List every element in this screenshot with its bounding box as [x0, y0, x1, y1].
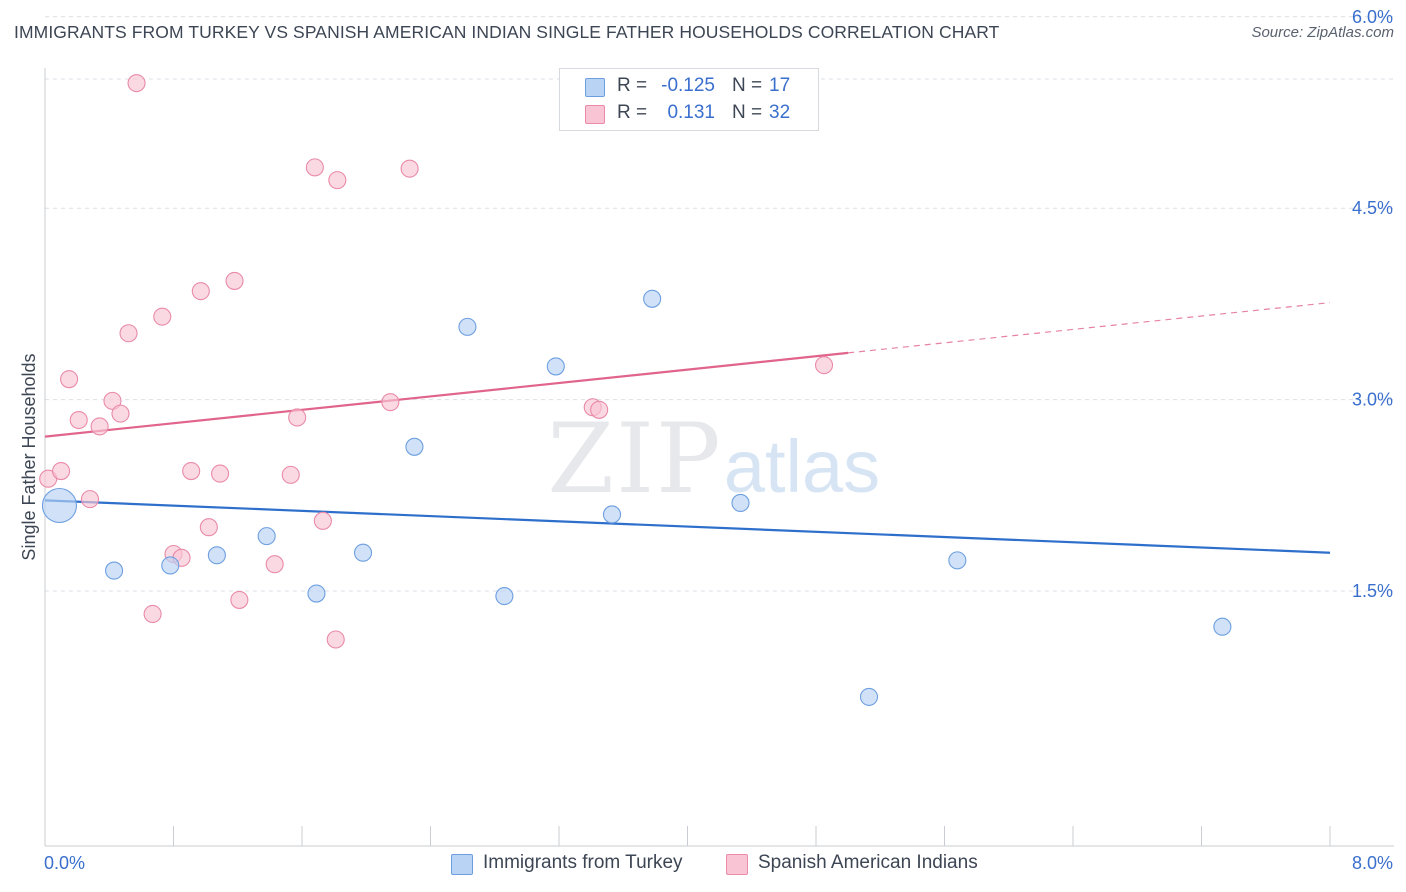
data-point-pink	[381, 393, 400, 412]
data-point-blue	[643, 289, 662, 308]
data-point-pink	[127, 74, 146, 93]
stats-row-turkey: R = -0.125 N = 17	[560, 74, 818, 100]
x-tick-label: 8.0%	[1352, 853, 1393, 873]
data-point-pink	[60, 370, 79, 389]
turkey-swatch	[585, 78, 605, 97]
legend-label: Immigrants from Turkey	[483, 852, 683, 873]
source-credit: Source: ZipAtlas.com	[1251, 24, 1394, 41]
data-point-pink	[326, 630, 345, 649]
legend-label: Spanish American Indians	[758, 852, 978, 873]
data-point-pink	[199, 518, 218, 537]
r-label: R =	[617, 102, 648, 123]
trend-lines	[44, 302, 1331, 554]
stats-row-spanish-american-indians: R = 0.131 N = 32	[560, 101, 818, 127]
y-axis-label: Single Father Households	[19, 353, 39, 560]
watermark: ZIP atlas	[547, 403, 880, 515]
trend-line-pink	[44, 351, 849, 438]
data-point-pink	[143, 604, 162, 624]
data-point-pink	[265, 555, 284, 574]
data-point-blue	[495, 587, 514, 606]
data-point-pink	[52, 462, 71, 481]
data-points	[39, 74, 1232, 706]
data-point-pink	[119, 324, 138, 343]
data-point-blue	[859, 687, 879, 706]
data-point-pink	[590, 400, 609, 419]
trend-line-blue	[44, 499, 1331, 554]
chart-title: IMMIGRANTS FROM TURKEY VS SPANISH AMERIC…	[14, 22, 1000, 42]
watermark-atlas: atlas	[724, 425, 880, 508]
data-point-blue	[458, 317, 477, 336]
data-point-pink	[230, 590, 249, 609]
data-point-pink	[111, 404, 130, 423]
stats-legend: R = -0.125 N = 17 R = 0.131 N = 32	[559, 68, 819, 131]
x-tick-labels: 0.0% 8.0%	[44, 853, 1393, 873]
data-point-pink	[281, 465, 300, 484]
turkey-swatch	[451, 854, 473, 875]
data-point-pink	[80, 490, 100, 509]
data-point-pink	[305, 158, 324, 177]
data-point-blue	[207, 546, 226, 565]
data-point-blue	[948, 551, 967, 570]
n-value: 32	[769, 102, 791, 123]
data-point-blue	[41, 487, 78, 524]
spanish-american-indians-swatch	[726, 854, 748, 875]
y-tick-label: 3.0%	[1352, 390, 1393, 410]
series-legend: Immigrants from Turkey Spanish American …	[0, 851, 1406, 879]
y-tick-label: 1.5%	[1352, 581, 1393, 601]
data-point-pink	[90, 417, 109, 436]
data-point-blue	[602, 505, 622, 524]
trend-line-extension-pink	[848, 302, 1331, 354]
n-label: N =	[732, 102, 763, 123]
data-point-pink	[153, 307, 172, 326]
data-point-pink	[103, 391, 122, 410]
r-value: -0.125	[661, 75, 715, 96]
n-value: 17	[769, 75, 791, 96]
spanish-american-indians-swatch	[585, 105, 605, 124]
data-point-pink	[211, 464, 230, 483]
data-point-pink	[313, 511, 332, 530]
y-tick-label: 4.5%	[1352, 198, 1393, 218]
data-point-pink	[69, 410, 88, 430]
data-point-blue	[257, 527, 276, 546]
data-point-blue	[105, 561, 124, 580]
data-point-blue	[731, 493, 750, 513]
r-label: R =	[617, 75, 648, 96]
data-point-pink	[182, 462, 201, 481]
y-tick-label: 6.0%	[1352, 7, 1393, 27]
data-point-pink	[814, 356, 834, 375]
r-value: 0.131	[667, 102, 715, 123]
data-point-blue	[307, 584, 326, 603]
n-label: N =	[732, 75, 763, 96]
data-point-blue	[161, 556, 180, 575]
x-tick-label: 0.0%	[44, 853, 85, 873]
data-point-pink	[288, 408, 307, 427]
data-point-blue	[353, 543, 373, 562]
data-point-blue	[546, 357, 565, 376]
data-point-blue	[1213, 617, 1232, 636]
y-tick-labels: 1.5% 3.0% 4.5% 6.0%	[1352, 7, 1393, 601]
data-point-pink	[400, 159, 419, 178]
data-point-pink	[191, 282, 210, 301]
data-point-pink	[328, 171, 347, 190]
axes	[44, 68, 1394, 847]
data-point-blue	[405, 437, 424, 456]
data-point-pink	[225, 271, 244, 290]
watermark-zip: ZIP	[547, 403, 722, 515]
